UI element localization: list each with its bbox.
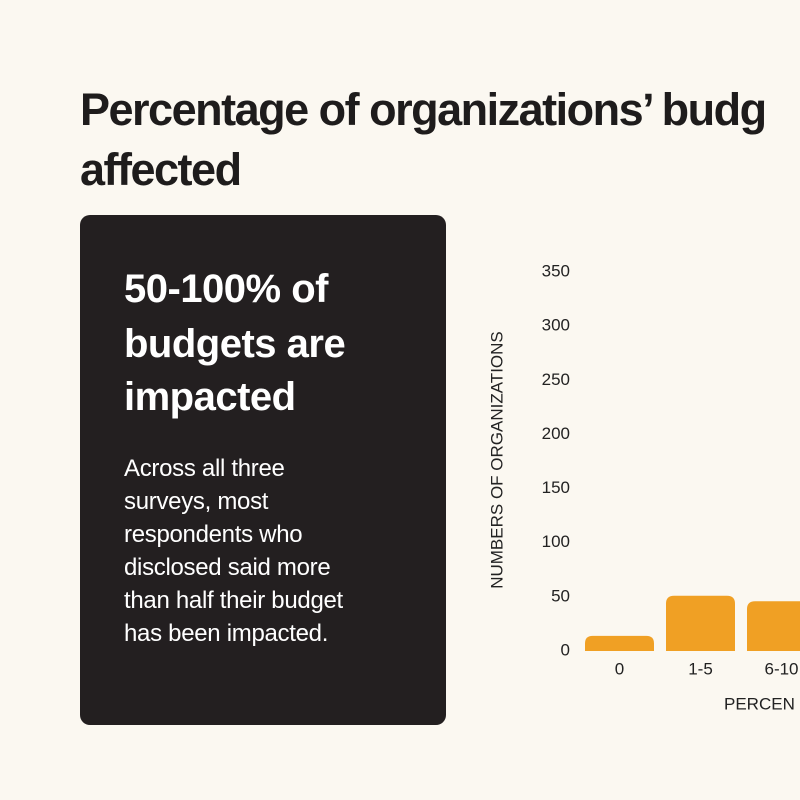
card-body: surveys, most: [124, 488, 269, 515]
y-tick-label: 250: [542, 370, 570, 389]
y-tick-label: 100: [542, 532, 570, 551]
y-axis-title: NUMBERS OF ORGANIZATIONS: [487, 331, 506, 589]
x-axis-title: PERCEN: [724, 694, 795, 713]
y-tick-label: 350: [542, 261, 570, 280]
card-body: has been impacted.: [124, 620, 329, 647]
title-line: Percentage of organizations’ budg: [80, 84, 767, 135]
y-tick-label: 0: [561, 640, 570, 659]
card-heading: impacted: [124, 375, 296, 419]
card-heading: budgets are: [124, 322, 346, 366]
bar: [747, 601, 800, 651]
y-tick-label: 200: [542, 424, 570, 443]
card-body: disclosed said more: [124, 554, 331, 581]
card-body: than half their budget: [124, 587, 343, 614]
card-heading: 50-100% of: [124, 267, 328, 311]
card-body: Across all three: [124, 455, 285, 482]
y-tick-label: 50: [551, 586, 570, 605]
y-tick-label: 150: [542, 478, 570, 497]
x-tick-label: 1-5: [688, 659, 713, 678]
card: 50-100% of budgets are impacted Across a…: [80, 215, 446, 725]
x-tick-label: 0: [615, 659, 624, 678]
card-body: respondents who: [124, 521, 303, 548]
bar: [666, 595, 735, 651]
x-tick-label: 6-10: [764, 659, 798, 678]
y-tick-label: 300: [542, 316, 570, 335]
title-line: affected: [80, 144, 242, 195]
bar: [585, 635, 654, 651]
